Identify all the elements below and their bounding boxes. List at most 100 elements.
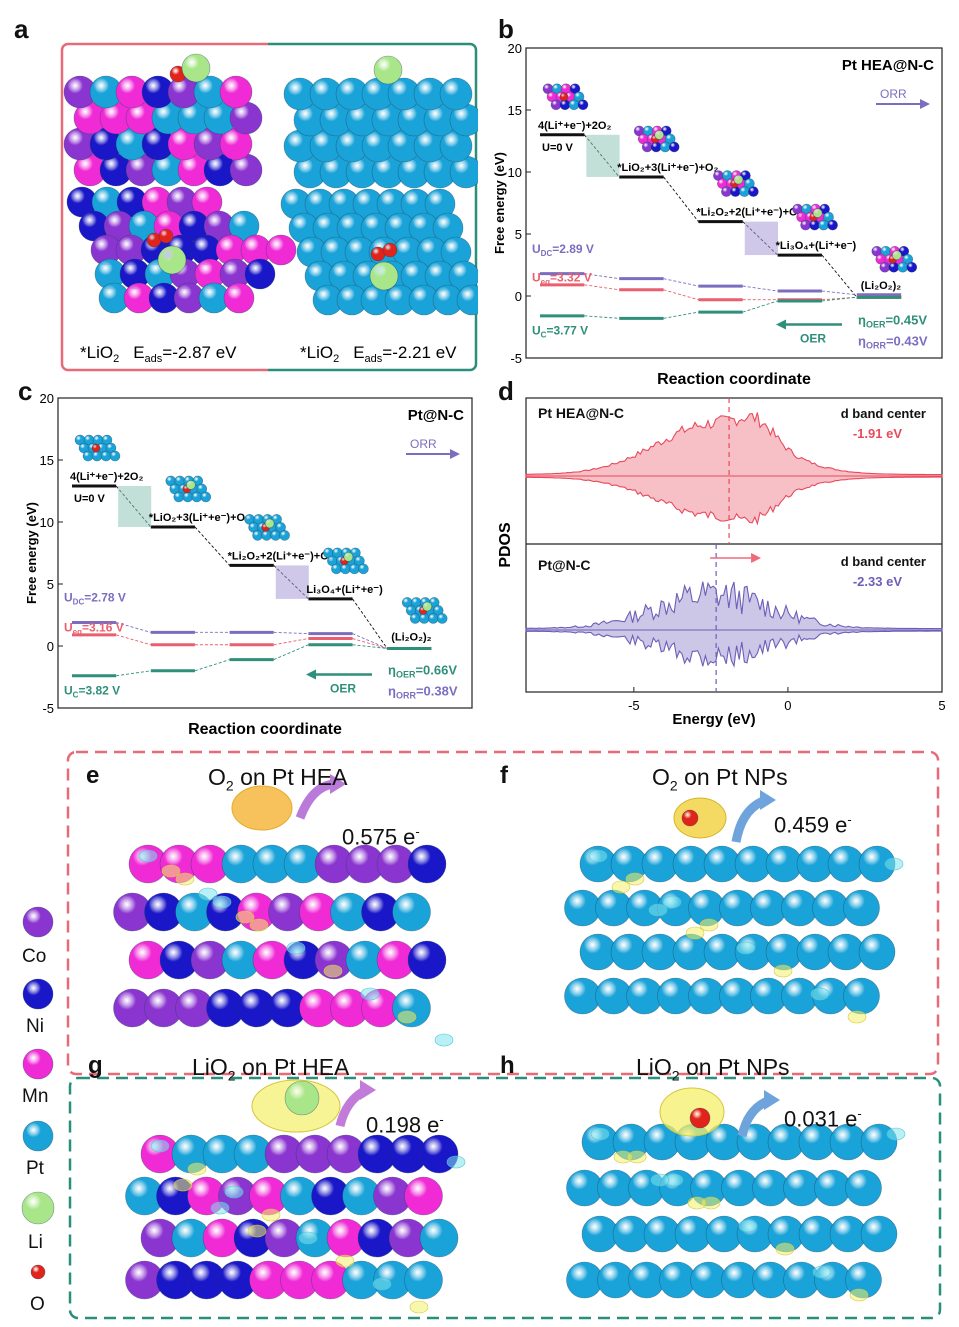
top-center-label: d band center — [841, 406, 926, 421]
hea-atom — [404, 1176, 443, 1216]
thumb-atom — [261, 530, 272, 541]
orr-arrowhead — [920, 99, 930, 109]
thumb-atom — [550, 99, 562, 111]
panel-c-label: c — [18, 376, 33, 406]
pt-atom — [456, 284, 478, 316]
oer-label: OER — [800, 332, 826, 346]
udc-level-connector — [273, 631, 309, 635]
thumb-atom — [721, 186, 732, 197]
thumb-atom — [349, 563, 360, 575]
charge-isosurface — [847, 1010, 867, 1024]
u0-label: U=0 V — [542, 142, 574, 154]
y-tick-label: 5 — [515, 227, 522, 242]
top-dashed-frame — [66, 750, 940, 1076]
charge-density-figure — [21, 750, 942, 1320]
charge-isosurface — [650, 1173, 670, 1187]
pt-atom — [657, 977, 694, 1015]
ueq-level-connector — [273, 638, 309, 646]
thumb-atom — [427, 613, 439, 624]
y-tick-label: 15 — [508, 103, 522, 118]
pt-atom — [765, 845, 803, 883]
charge-isosurface — [198, 887, 218, 901]
bottom-center-value: -2.33 eV — [853, 574, 902, 589]
thumb-atom — [252, 530, 263, 541]
charge-isosurface — [625, 872, 645, 886]
charge-isosurface — [886, 1127, 906, 1141]
step-label: (Li₂O₂)₂ — [861, 280, 901, 292]
ueq-label: Ueq=3.16 V — [64, 620, 124, 636]
thumb-atom — [659, 141, 671, 153]
orr-label: ORR — [880, 87, 907, 101]
charge-isosurface — [247, 1224, 267, 1238]
top-series-name: Pt HEA@N-C — [538, 405, 624, 421]
pt-atom — [566, 1261, 603, 1299]
panel-g-label: g — [88, 1052, 103, 1079]
oer-label: OER — [330, 682, 356, 696]
pt-pdos-area — [525, 581, 943, 668]
oxygen-atom — [382, 242, 398, 258]
hea-atom — [392, 892, 431, 932]
pt-atom — [796, 845, 834, 883]
panel-b-free-energy-chart: 20 15 10 5 0 -5 Free energy (eV) Reaction coord… — [492, 41, 943, 388]
thumb-atom — [109, 450, 121, 462]
panel-a-left-frame — [60, 42, 268, 372]
panel-a-right-caption: *LiO2 Eads=-2.21 eV — [300, 343, 457, 365]
structure-thumbnail — [165, 475, 212, 503]
udc-level-connector — [584, 273, 620, 280]
thumb-atom — [409, 613, 421, 624]
lithium-atom — [157, 245, 187, 275]
pt-atom — [783, 1261, 820, 1299]
thumb-atom — [436, 613, 448, 624]
charge-transfer-arrowhead — [330, 774, 346, 794]
pt-atom — [750, 977, 787, 1015]
panel-a-right-frame — [268, 42, 478, 372]
pt-atom — [595, 977, 632, 1015]
charge-isosurface — [323, 964, 343, 978]
pt-atom — [595, 889, 632, 927]
charge-isosurface — [812, 1265, 832, 1279]
slab-e — [113, 774, 454, 1047]
thumb-atom — [82, 450, 94, 462]
pt-atom — [719, 889, 756, 927]
hea-atom — [244, 258, 276, 290]
thumb-o — [559, 92, 569, 102]
y-tick-label: 10 — [40, 515, 54, 530]
pt-atom — [812, 889, 849, 927]
thumb-atom — [809, 219, 820, 231]
charge-isosurface — [884, 857, 904, 871]
panel-h-charge: 0.031 e- — [784, 1106, 862, 1132]
charge-transfer-arrowhead — [764, 1090, 780, 1110]
charge-isosurface — [138, 849, 158, 863]
pt-atom — [721, 1261, 758, 1299]
pt-atom — [672, 933, 710, 971]
thumb-atom — [800, 219, 811, 231]
legend-swatch-ni — [22, 978, 54, 1010]
uc-level-connector — [742, 300, 778, 313]
uc-level-connector — [663, 311, 699, 319]
hea-atom — [407, 940, 447, 980]
panel-f-label: f — [500, 762, 508, 789]
charge-isosurface — [210, 1201, 230, 1215]
y-tick-label: 0 — [47, 639, 54, 654]
panel-d-label: d — [498, 376, 514, 406]
pt-atom — [783, 1169, 820, 1207]
charge-isosurface — [434, 1033, 454, 1047]
shift-arrowhead — [751, 553, 762, 563]
panel-c-free-energy-chart: 20 15 10 5 0 -5 Free energy (eV) Reaction coord… — [24, 391, 473, 738]
u0-level-connector — [352, 598, 388, 649]
x-tick-label: -5 — [628, 698, 640, 713]
charge-isosurface — [775, 1242, 795, 1256]
uc-level-connector — [273, 644, 309, 661]
bottom-series-name: Pt@N-C — [538, 557, 591, 573]
pt-atom — [798, 1215, 836, 1253]
thumb-atom — [650, 141, 662, 153]
lithium-atom — [369, 261, 399, 291]
oxygen-atom — [681, 809, 699, 827]
thumb-atom — [879, 261, 891, 273]
step-label: *LiO₂+3(Li⁺+e⁻)+O₂ — [617, 162, 718, 174]
structure-thumbnail — [74, 434, 121, 462]
ueq-level-connector — [352, 638, 388, 649]
y-tick-label: -5 — [42, 701, 54, 716]
x-tick-label: 0 — [784, 698, 791, 713]
pt-atom — [721, 1169, 758, 1207]
